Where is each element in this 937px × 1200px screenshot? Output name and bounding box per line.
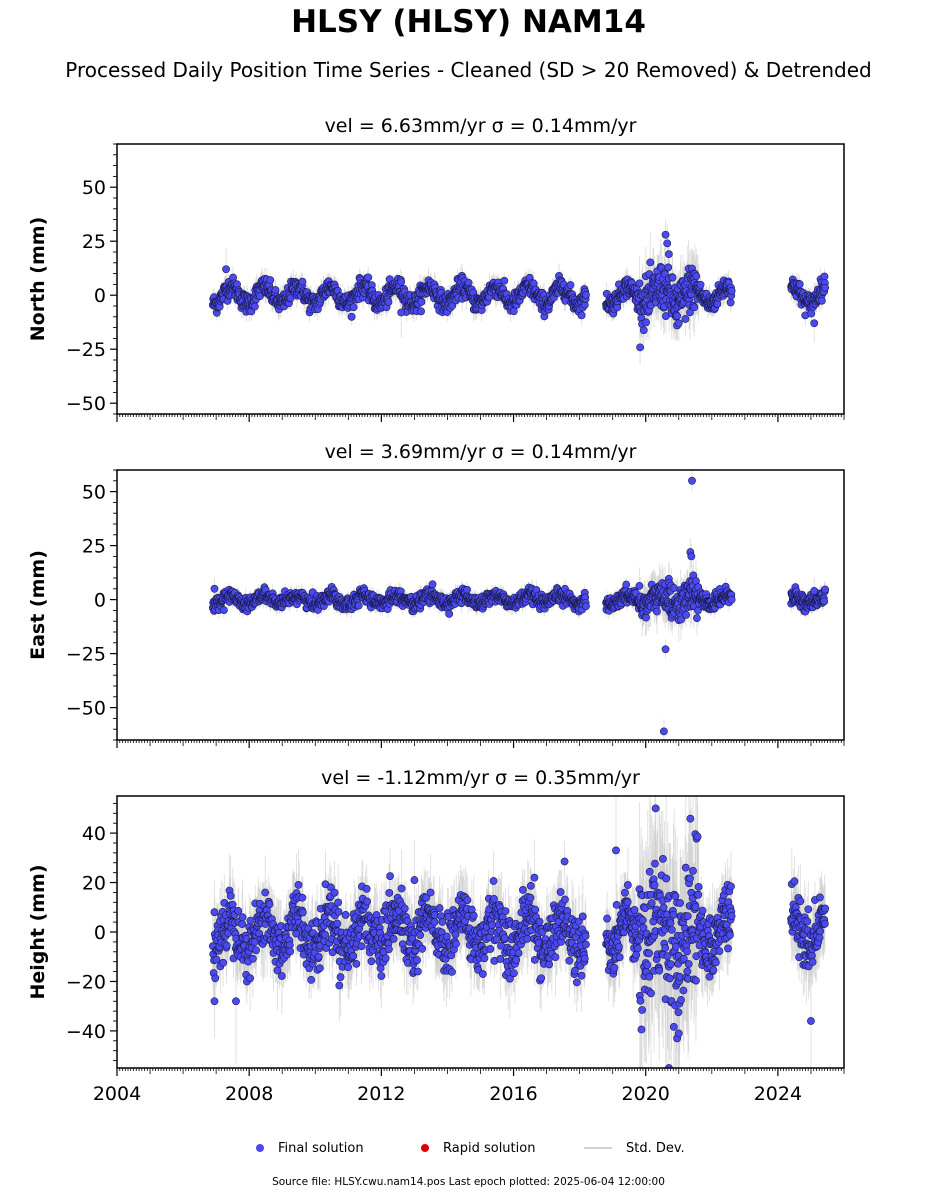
data-point (726, 298, 735, 307)
figure-title: HLSY (HLSY) NAM14 (291, 4, 646, 40)
data-point (349, 303, 358, 312)
data-point (577, 311, 586, 320)
data-point (727, 286, 736, 295)
data-point (566, 281, 575, 289)
y-tick-label: −50 (66, 393, 106, 415)
data-point (661, 230, 670, 239)
data-point (347, 312, 356, 321)
data-point (642, 318, 650, 327)
data-points (208, 470, 830, 740)
data-point (807, 309, 816, 318)
panel-title: vel = 6.63mm/yr σ = 0.14mm/yr (325, 115, 637, 137)
data-point (696, 280, 705, 289)
data-point (364, 273, 373, 282)
data-point (821, 283, 830, 292)
y-tick-label: 50 (82, 177, 106, 199)
data-point (663, 239, 672, 248)
data-point (271, 286, 280, 294)
data-point (298, 277, 307, 286)
figure-subtitle: Processed Daily Position Time Series - C… (65, 58, 872, 82)
data-point (417, 307, 425, 316)
y-axis-label: East (mm) (27, 550, 49, 660)
data-point (464, 278, 473, 287)
data-point (397, 308, 406, 317)
data-point (646, 258, 655, 267)
data-point (639, 326, 648, 335)
data-point (220, 606, 228, 615)
data-point (690, 303, 699, 312)
data-points (208, 219, 830, 365)
data-point (664, 263, 673, 272)
data-point (384, 298, 393, 306)
data-point (500, 276, 509, 285)
data-point (250, 302, 259, 311)
data-point (692, 272, 701, 281)
data-point (664, 250, 673, 259)
data-point (713, 299, 722, 308)
data-point (397, 277, 406, 286)
data-point (668, 273, 677, 282)
data-point (266, 276, 275, 285)
data-point (820, 272, 829, 281)
data-point (222, 265, 230, 274)
data-point (636, 343, 645, 352)
data-point (795, 280, 804, 289)
data-point (582, 290, 590, 299)
data-point (810, 319, 819, 328)
y-axis-label: North (mm) (27, 217, 49, 342)
data-point (817, 296, 826, 305)
data-point (417, 297, 426, 306)
data-point (635, 279, 644, 288)
data-point (256, 292, 264, 301)
data-point (673, 311, 682, 320)
data-point (674, 319, 683, 328)
y-tick-label: −25 (66, 339, 106, 361)
data-point (681, 315, 690, 323)
y-tick-label: 0 (94, 285, 106, 307)
y-tick-label: 25 (82, 231, 106, 253)
data-point (354, 601, 363, 610)
panel-title: vel = 3.69mm/yr σ = 0.14mm/yr (325, 441, 637, 463)
data-point (686, 308, 694, 317)
